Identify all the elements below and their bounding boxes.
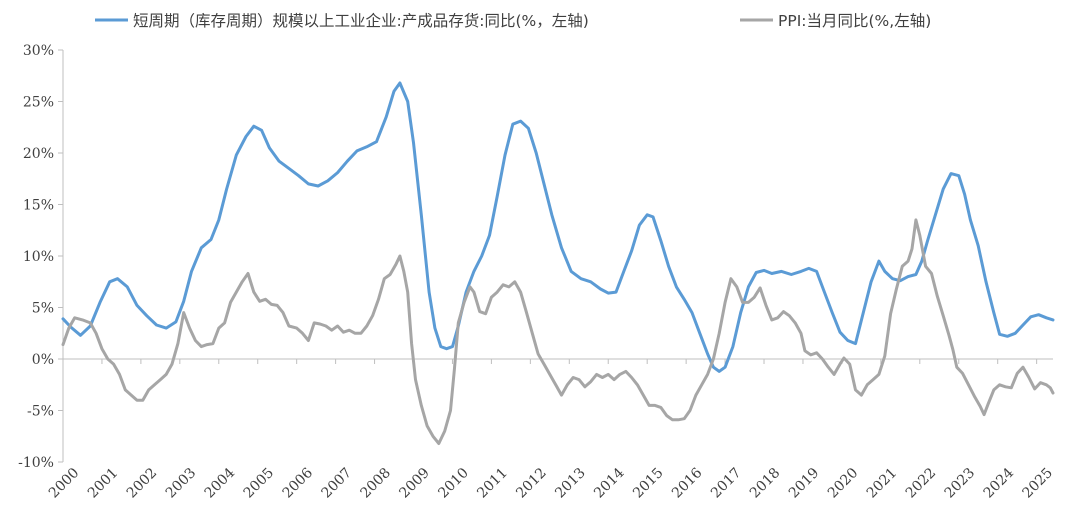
y-tick-label: 0% [32,352,54,368]
x-tick-label: 2011 [474,465,511,502]
x-tick-label: 2012 [513,465,550,502]
x-tick-label: 2006 [280,465,317,502]
y-tick-label: 10% [23,249,54,265]
x-tick-label: 2009 [396,465,433,502]
legend-label-inventory: 短周期（库存周期）规模以上工业企业:产成品存货:同比(%，左轴) [133,12,589,30]
y-tick-label: 15% [23,198,54,214]
x-tick-label: 2013 [552,465,589,502]
x-tick-label: 2014 [591,465,628,502]
y-tick-label: 25% [23,95,54,111]
y-tick-label: -5% [27,404,54,420]
x-tick-label: 2021 [864,465,901,502]
x-tick-label: 2024 [981,465,1018,502]
y-tick-label: 30% [23,43,54,59]
x-tick-label: 2020 [825,465,862,502]
x-tick-label: 2019 [786,465,823,502]
x-tick-label: 2007 [319,465,356,502]
x-tick-label: 2015 [630,465,667,502]
series-line-ppi [61,218,1055,445]
x-tick-label: 2010 [435,465,472,502]
x-tick-label: 2018 [747,465,784,502]
legend: 短周期（库存周期）规模以上工业企业:产成品存货:同比(%，左轴) PPI:当月同… [95,12,931,30]
x-tick-label: 2017 [708,465,745,502]
series-line-inventory [61,81,1055,373]
series-layer [61,81,1055,445]
x-tick-label: 2003 [163,465,200,502]
x-tick-label: 2016 [669,465,706,502]
y-tick-label: 5% [32,301,54,317]
x-tick-label: 2022 [903,465,940,502]
legend-label-ppi: PPI:当月同比(%,左轴) [778,12,931,30]
x-tick-label: 2023 [942,465,979,502]
y-axis: 30% 25% 20% 15% 10% 5% 0% -5% -10% [18,43,64,471]
x-tick-label: 2008 [357,465,394,502]
x-tick-label: 2005 [241,465,278,502]
y-tick-label: 20% [23,146,54,162]
x-axis: 2000 2001 2002 2003 2004 2005 2006 2007 2008 2009… [46,358,1057,502]
x-tick-label: 2004 [202,465,239,502]
x-tick-label: 2001 [85,465,122,502]
x-tick-label: 2025 [1020,465,1057,502]
x-tick-label: 2002 [124,465,161,502]
y-tick-label: -10% [18,455,54,471]
